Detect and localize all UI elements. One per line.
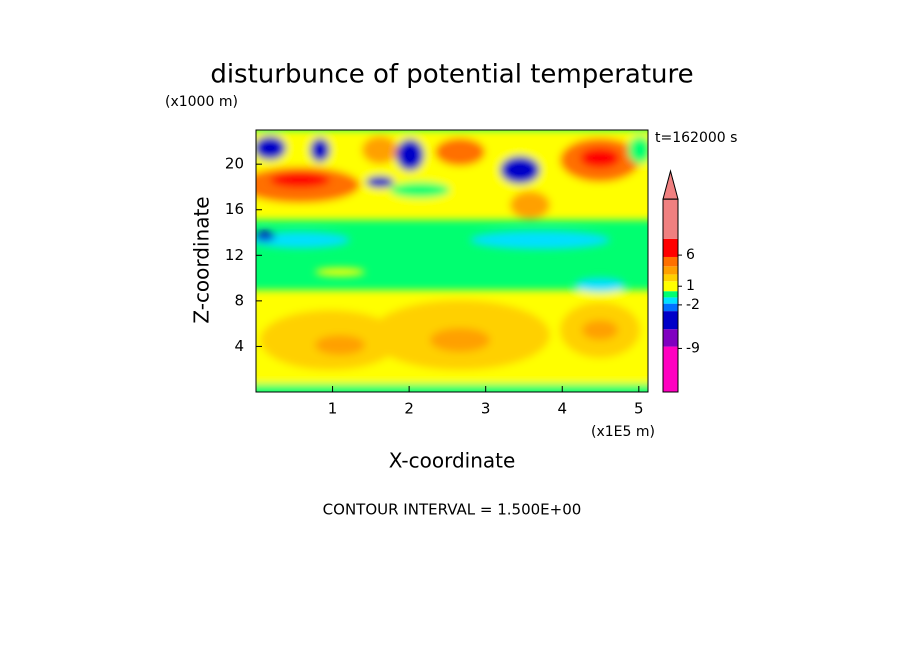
- x-tick-label: 2: [404, 400, 414, 418]
- y-label: Z-coordinate: [190, 196, 214, 323]
- plot-frame: [255, 129, 649, 393]
- colorbar-segment: [663, 274, 678, 282]
- colorbar-segment: [663, 311, 678, 330]
- chart-title: disturbunce of potential temperature: [210, 60, 693, 90]
- annotation: t=162000 s: [655, 130, 737, 146]
- colorbar-segment: [663, 329, 678, 347]
- colorbar-segment: [663, 281, 678, 292]
- colorbar-tick-label: 6: [686, 247, 695, 263]
- y-tick-label: 16: [225, 200, 244, 218]
- colorbar-tick-label: 1: [686, 278, 695, 294]
- x-tick-label: 1: [328, 400, 338, 418]
- colorbar-segment: [663, 346, 678, 392]
- colorbar-segment: [663, 238, 678, 257]
- contour-field: [256, 130, 648, 392]
- colorbar-segment: [663, 291, 678, 298]
- colorbar-segment: [663, 266, 678, 275]
- colorbar-segment: [663, 256, 678, 267]
- x-tick-label: 3: [481, 400, 491, 418]
- x-label: X-coordinate: [389, 449, 516, 473]
- y-tick-label: 4: [234, 337, 244, 355]
- colorbar-segment: [663, 297, 678, 304]
- y-unit: (x1000 m): [165, 94, 238, 110]
- colorbar-segment: [663, 303, 678, 312]
- colorbar-tick-label: -9: [686, 340, 700, 356]
- footer: CONTOUR INTERVAL = 1.500E+00: [323, 501, 582, 519]
- y-tick-label: 8: [234, 291, 244, 309]
- colorbar-extend: [662, 169, 679, 200]
- x-tick-label: 4: [557, 400, 567, 418]
- colorbar-frame: [662, 198, 679, 393]
- y-tick-label: 20: [225, 155, 244, 173]
- colorbar-tick-label: -2: [686, 297, 700, 313]
- y-tick-label: 12: [225, 246, 244, 264]
- x-tick-label: 5: [634, 400, 644, 418]
- x-unit: (x1E5 m): [591, 424, 655, 440]
- colorbar-segment: [663, 199, 678, 239]
